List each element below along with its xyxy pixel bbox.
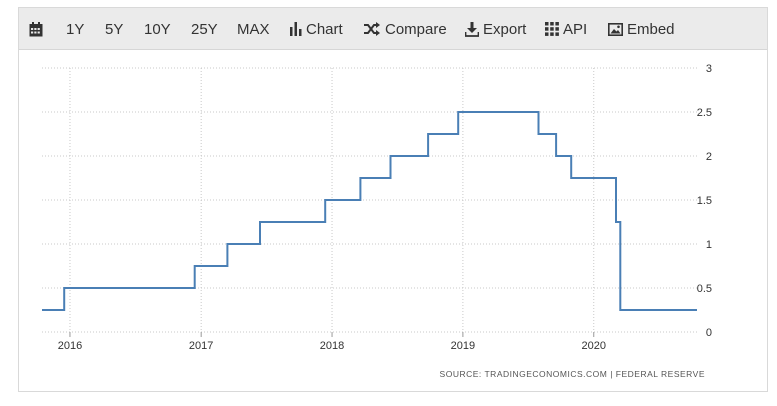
embed-button[interactable]: Embed (608, 19, 675, 39)
image-icon (608, 22, 623, 36)
chart-toolbar: 1Y 5Y 10Y 25Y MAX Chart Compare (19, 8, 767, 50)
x-tick-label: 2016 (58, 340, 82, 352)
grid-icon (545, 22, 559, 36)
api-button[interactable]: API (545, 19, 587, 39)
range-1y-button[interactable]: 1Y (66, 20, 85, 38)
chart-axes: 0 0.5 1 1.5 2 2.5 3 2016 2017 2018 2019 2020 (58, 63, 712, 352)
chart-grid (42, 67, 697, 333)
range-5y-button[interactable]: 5Y (105, 20, 124, 38)
x-tick-label: 2020 (582, 340, 606, 352)
bar-chart-icon (290, 22, 302, 36)
x-tick-label: 2018 (320, 340, 344, 352)
chart-button[interactable]: Chart (290, 19, 343, 39)
download-icon (465, 21, 479, 37)
y-tick-label: 1 (706, 239, 712, 251)
shuffle-icon (364, 22, 380, 36)
calendar-button[interactable] (29, 19, 47, 39)
range-10y-button[interactable]: 10Y (144, 20, 171, 38)
series-line (42, 111, 697, 311)
source-credit: SOURCE: TRADINGECONOMICS.COM | FEDERAL R… (440, 369, 705, 379)
compare-button[interactable]: Compare (364, 19, 447, 39)
x-tick-label: 2019 (451, 340, 475, 352)
y-tick-label: 0.5 (697, 283, 712, 295)
y-tick-label: 2.5 (697, 107, 712, 119)
range-max-button[interactable]: MAX (237, 20, 270, 38)
x-tick-label: 2017 (189, 340, 213, 352)
chart-series (42, 111, 697, 311)
y-tick-label: 3 (706, 63, 712, 75)
y-tick-label: 1.5 (697, 195, 712, 207)
y-tick-label: 0 (706, 327, 712, 339)
range-25y-button[interactable]: 25Y (191, 20, 218, 38)
y-tick-label: 2 (706, 151, 712, 163)
export-button[interactable]: Export (465, 19, 526, 39)
calendar-icon (29, 21, 43, 36)
